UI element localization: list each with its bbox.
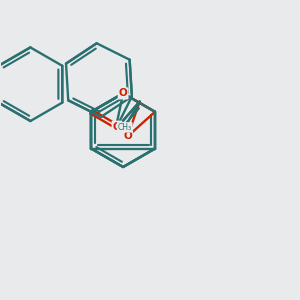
Text: O: O xyxy=(119,88,128,98)
Text: O: O xyxy=(112,122,122,132)
Text: O: O xyxy=(123,131,132,141)
Text: CH₃: CH₃ xyxy=(118,123,132,132)
